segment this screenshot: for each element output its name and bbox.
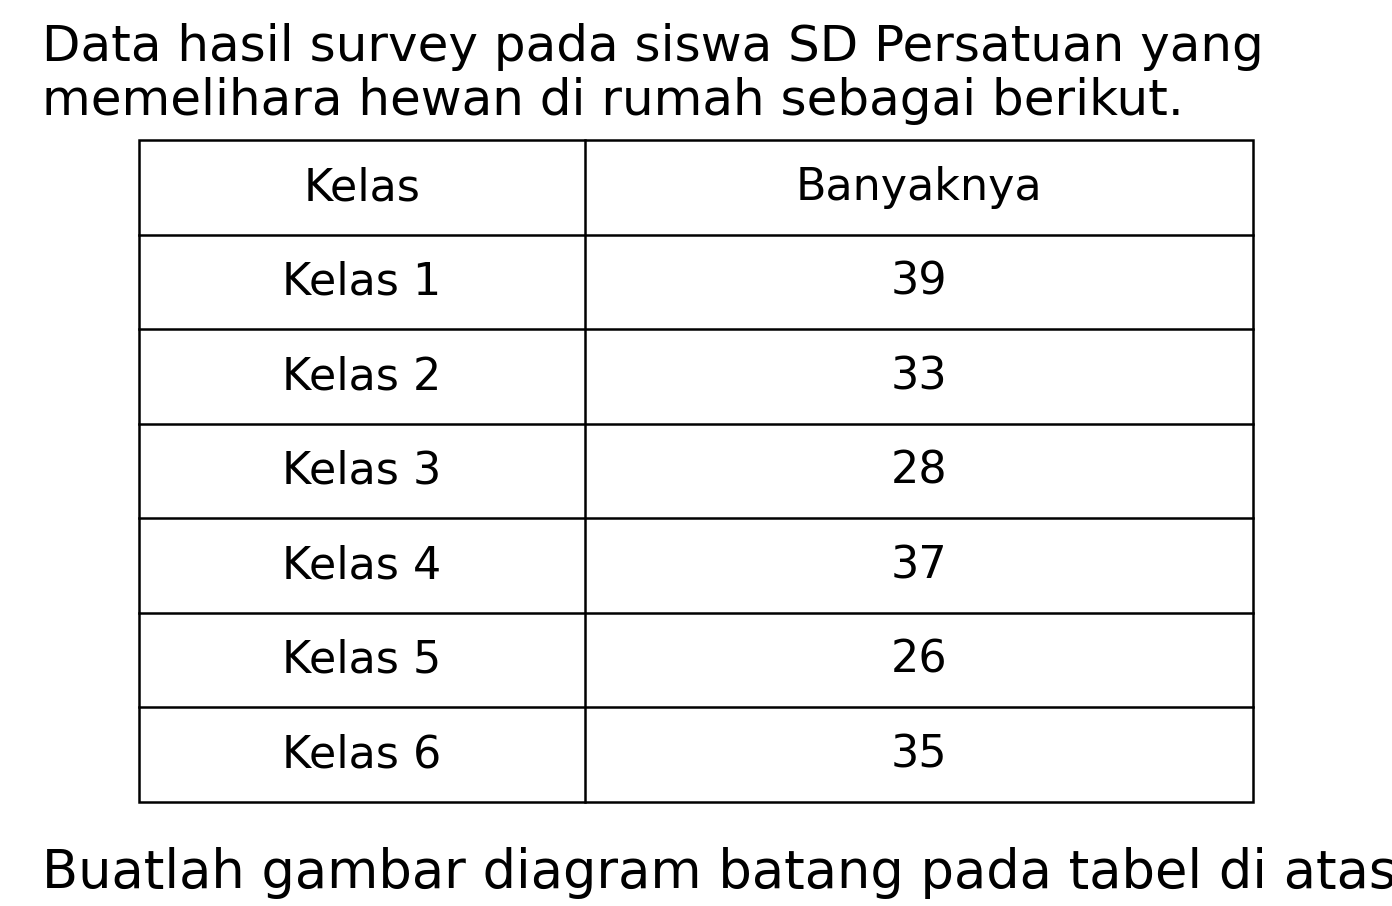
Text: Buatlah gambar diagram batang pada tabel di atas.: Buatlah gambar diagram batang pada tabel… bbox=[42, 847, 1392, 899]
Text: Kelas 1: Kelas 1 bbox=[283, 261, 441, 304]
Text: 37: 37 bbox=[891, 545, 947, 587]
Text: 35: 35 bbox=[891, 733, 947, 776]
Text: 28: 28 bbox=[891, 449, 947, 493]
Text: Kelas 5: Kelas 5 bbox=[283, 639, 441, 681]
Text: Banyaknya: Banyaknya bbox=[795, 166, 1043, 209]
Text: memelihara hewan di rumah sebagai berikut.: memelihara hewan di rumah sebagai beriku… bbox=[42, 77, 1183, 125]
Text: Kelas 2: Kelas 2 bbox=[283, 355, 441, 398]
Text: 33: 33 bbox=[891, 355, 947, 398]
Text: 39: 39 bbox=[891, 261, 947, 304]
Text: Kelas 4: Kelas 4 bbox=[283, 545, 441, 587]
Text: Kelas 6: Kelas 6 bbox=[283, 733, 441, 776]
Text: Kelas 3: Kelas 3 bbox=[283, 449, 441, 493]
Text: 26: 26 bbox=[891, 639, 947, 681]
Text: Kelas: Kelas bbox=[303, 166, 420, 209]
Text: Data hasil survey pada siswa SD Persatuan yang: Data hasil survey pada siswa SD Persatua… bbox=[42, 23, 1264, 71]
